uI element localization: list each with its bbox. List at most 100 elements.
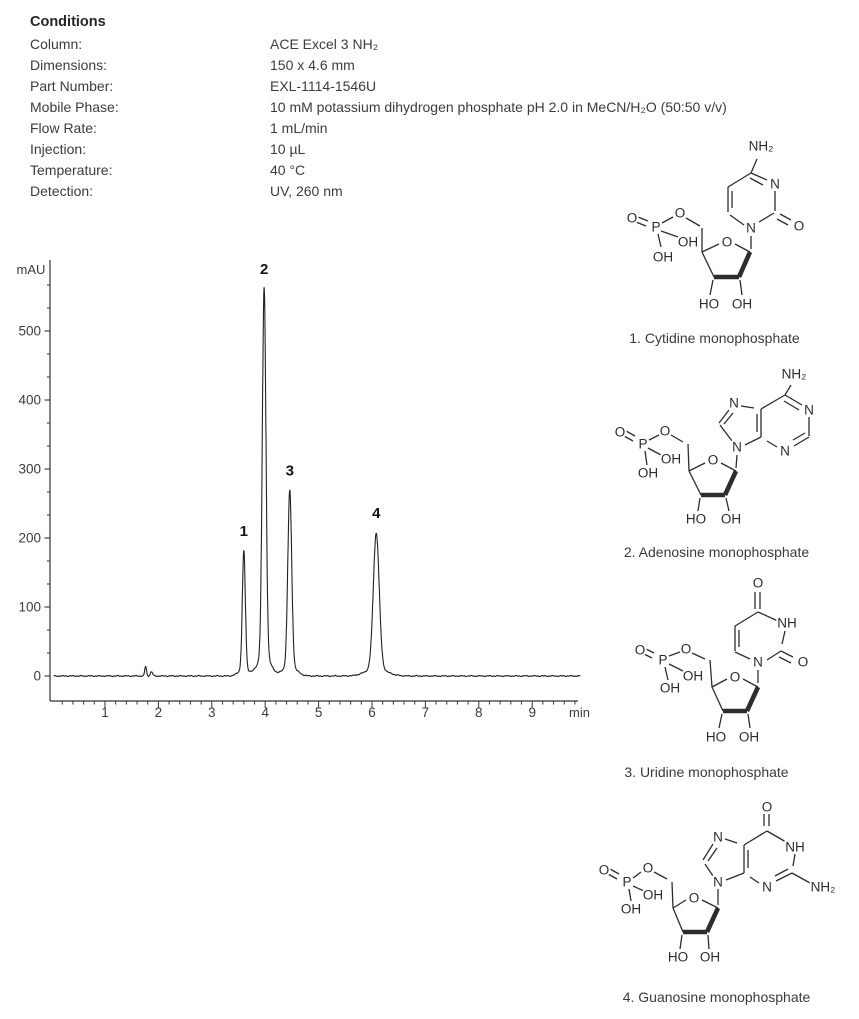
svg-text:500: 500	[18, 324, 41, 339]
atom-label: O	[730, 670, 741, 685]
atom-label: OH	[721, 512, 741, 527]
atom-label: O	[798, 655, 809, 670]
atom-label: O	[635, 643, 646, 658]
atom-label: HO	[668, 950, 688, 965]
svg-text:8: 8	[475, 705, 483, 720]
atom-label: OH	[661, 452, 681, 467]
atom-label: NH₂	[749, 139, 774, 154]
condition-row-column: Column: ACE Excel 3 NH₂	[30, 34, 840, 55]
atom-label: N	[780, 444, 790, 459]
atom-label: OH	[683, 669, 703, 684]
svg-text:0: 0	[33, 669, 41, 684]
svg-text:1: 1	[101, 705, 109, 720]
atom-label: O	[762, 800, 773, 815]
atom-label: OH	[638, 466, 658, 481]
condition-row-part-number: Part Number: EXL-1114-1546U	[30, 76, 840, 97]
peak-label-1: 1	[240, 523, 248, 540]
atom-label: N	[762, 880, 772, 895]
atom-label: O	[615, 425, 626, 440]
atom-label: HO	[686, 512, 706, 527]
svg-text:4: 4	[261, 705, 269, 720]
atom-label: N	[770, 177, 780, 192]
svg-text:mAU: mAU	[17, 262, 46, 277]
atom-label: N	[753, 655, 763, 670]
peak-label-3: 3	[286, 462, 294, 479]
atom-label: P	[622, 875, 631, 890]
svg-text:100: 100	[18, 600, 41, 615]
atom-label: NH	[777, 616, 797, 631]
atom-label: O	[681, 642, 692, 657]
svg-text:6: 6	[368, 705, 376, 720]
atom-label: N	[746, 221, 756, 236]
atom-label: O	[660, 424, 671, 439]
atom-label: OH	[621, 902, 641, 917]
conditions-panel: Conditions Column: ACE Excel 3 NH₂ Dimen…	[30, 12, 840, 202]
atom-label: P	[638, 437, 647, 452]
structure-caption-2: 2. Adenosine monophosphate	[623, 544, 810, 560]
condition-label: Column:	[30, 36, 83, 52]
condition-value: 10 µL	[270, 141, 306, 157]
condition-label: Dimensions:	[30, 57, 108, 73]
svg-text:200: 200	[18, 531, 41, 546]
svg-text:300: 300	[18, 462, 41, 477]
svg-text:400: 400	[18, 393, 41, 408]
atom-label: NH₂	[782, 367, 807, 382]
atom-label: NH₂	[811, 880, 836, 895]
condition-row-detection: Detection: UV, 260 nm	[30, 181, 840, 202]
atom-label: OH	[700, 950, 720, 965]
condition-row-injection: Injection: 10 µL	[30, 139, 840, 160]
condition-value: EXL-1114-1546U	[270, 78, 377, 94]
condition-label: Detection:	[30, 183, 94, 199]
atom-label: NH	[785, 840, 805, 855]
condition-row-dimensions: Dimensions: 150 x 4.6 mm	[30, 55, 840, 76]
atom-label: N	[804, 403, 814, 418]
atom-label: OH	[732, 297, 752, 312]
svg-text:min: min	[569, 705, 590, 720]
atom-label: O	[599, 863, 610, 878]
condition-value: ACE Excel 3 NH₂	[270, 36, 379, 52]
atom-label: OH	[660, 681, 680, 696]
atom-label: HO	[699, 297, 719, 312]
condition-row-flow-rate: Flow Rate: 1 mL/min	[30, 118, 840, 139]
svg-text:7: 7	[422, 705, 430, 720]
atom-label: OH	[678, 235, 698, 250]
atom-label: P	[651, 220, 660, 235]
atom-label: P	[658, 653, 667, 668]
condition-label: Injection:	[30, 141, 87, 157]
atom-label: N	[713, 875, 723, 890]
svg-text:9: 9	[528, 705, 536, 720]
atom-label: O	[675, 206, 686, 221]
condition-label: Temperature:	[30, 162, 113, 178]
atom-label: N	[729, 396, 739, 411]
conditions-title: Conditions	[30, 14, 106, 30]
condition-value: 40 °C	[270, 162, 306, 178]
structure-caption-1: 1. Cytidine monophosphate	[629, 330, 800, 346]
svg-text:3: 3	[208, 705, 216, 720]
condition-row-temperature: Temperature: 40 °C	[30, 160, 840, 181]
atom-label: OH	[739, 730, 759, 745]
atom-label: O	[753, 576, 764, 591]
atom-label: O	[643, 861, 654, 876]
condition-value: UV, 260 nm	[270, 183, 343, 199]
atom-label: N	[713, 830, 723, 845]
atom-label: HO	[706, 730, 726, 745]
structure-caption-3: 3. Uridine monophosphate	[624, 764, 789, 780]
atom-label: O	[627, 211, 638, 226]
condition-row-mobile-phase: Mobile Phase: 10 mM potassium dihydrogen…	[30, 97, 840, 118]
atom-label: OH	[653, 250, 673, 265]
structure-caption-4: 4. Guanosine monophosphate	[622, 989, 811, 1005]
atom-label: O	[794, 219, 805, 234]
chromatogram-plot: 0 100 200 300 400 500 mAU 1 2 3 4 5 6 7 8 9 min 1 2 3 4	[17, 260, 590, 720]
atom-label: N	[732, 440, 742, 455]
condition-label: Flow Rate:	[30, 120, 97, 136]
peak-label-2: 2	[260, 261, 268, 278]
atom-label: O	[689, 891, 700, 906]
condition-value: 1 mL/min	[270, 120, 328, 136]
svg-text:2: 2	[155, 705, 163, 720]
atom-label: OH	[643, 888, 663, 903]
condition-label: Mobile Phase:	[30, 99, 119, 115]
